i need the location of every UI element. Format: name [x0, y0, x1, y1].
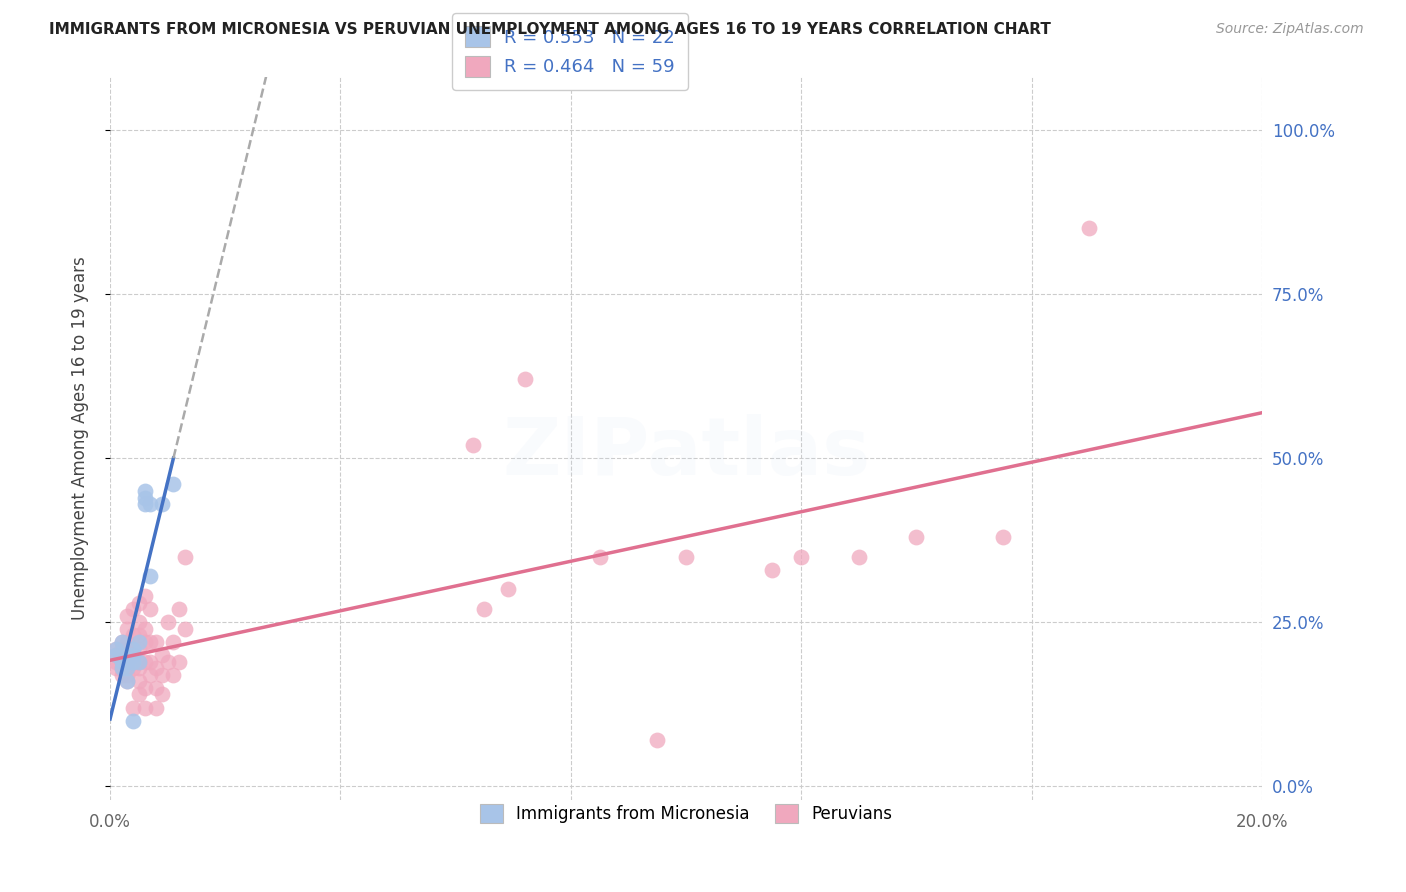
Point	[128, 641, 150, 656]
Point	[110, 668, 132, 682]
Point	[139, 635, 162, 649]
Point	[167, 602, 190, 616]
Point	[122, 661, 145, 675]
Point	[128, 655, 150, 669]
Point	[145, 681, 167, 695]
Point	[104, 661, 127, 675]
Point	[162, 477, 184, 491]
Point	[122, 602, 145, 616]
Point	[513, 372, 536, 386]
Point	[117, 635, 139, 649]
Point	[150, 648, 173, 662]
Point	[117, 608, 139, 623]
Point	[905, 530, 928, 544]
Point	[848, 549, 870, 564]
Point	[150, 497, 173, 511]
Point	[104, 648, 127, 662]
Point	[167, 655, 190, 669]
Point	[139, 497, 162, 511]
Point	[156, 615, 179, 630]
Point	[110, 635, 132, 649]
Point	[104, 641, 127, 656]
Point	[110, 635, 132, 649]
Text: Source: ZipAtlas.com: Source: ZipAtlas.com	[1216, 22, 1364, 37]
Point	[117, 674, 139, 689]
Point	[139, 655, 162, 669]
Point	[117, 648, 139, 662]
Point	[104, 648, 127, 662]
Point	[117, 648, 139, 662]
Point	[128, 635, 150, 649]
Point	[117, 661, 139, 675]
Point	[128, 674, 150, 689]
Point	[117, 661, 139, 675]
Point	[122, 641, 145, 656]
Point	[150, 668, 173, 682]
Point	[117, 668, 139, 682]
Point	[134, 497, 156, 511]
Point	[122, 628, 145, 642]
Point	[117, 655, 139, 669]
Point	[134, 655, 156, 669]
Point	[139, 602, 162, 616]
Point	[110, 661, 132, 675]
Point	[150, 688, 173, 702]
Point	[139, 569, 162, 583]
Point	[117, 674, 139, 689]
Y-axis label: Unemployment Among Ages 16 to 19 years: Unemployment Among Ages 16 to 19 years	[72, 257, 89, 620]
Point	[145, 661, 167, 675]
Point	[128, 688, 150, 702]
Point	[122, 655, 145, 669]
Point	[145, 635, 167, 649]
Point	[122, 700, 145, 714]
Point	[128, 655, 150, 669]
Point	[128, 615, 150, 630]
Point	[174, 622, 197, 636]
Point	[134, 491, 156, 505]
Legend: Immigrants from Micronesia, Peruvians: Immigrants from Micronesia, Peruvians	[468, 792, 904, 835]
Point	[122, 655, 145, 669]
Point	[110, 655, 132, 669]
Point	[134, 700, 156, 714]
Point	[162, 635, 184, 649]
Point	[134, 483, 156, 498]
Point	[110, 661, 132, 675]
Point	[110, 641, 132, 656]
Point	[110, 655, 132, 669]
Point	[134, 635, 156, 649]
Point	[128, 628, 150, 642]
Point	[128, 661, 150, 675]
Text: ZIPatlas: ZIPatlas	[502, 414, 870, 491]
Point	[461, 438, 484, 452]
Point	[134, 622, 156, 636]
Point	[104, 655, 127, 669]
Point	[134, 589, 156, 603]
Point	[645, 733, 668, 747]
Point	[104, 641, 127, 656]
Point	[122, 714, 145, 728]
Point	[588, 549, 610, 564]
Point	[122, 641, 145, 656]
Point	[139, 668, 162, 682]
Point	[122, 648, 145, 662]
Point	[790, 549, 813, 564]
Point	[128, 596, 150, 610]
Point	[761, 563, 783, 577]
Point	[474, 602, 496, 616]
Text: IMMIGRANTS FROM MICRONESIA VS PERUVIAN UNEMPLOYMENT AMONG AGES 16 TO 19 YEARS CO: IMMIGRANTS FROM MICRONESIA VS PERUVIAN U…	[49, 22, 1052, 37]
Point	[145, 700, 167, 714]
Point	[156, 655, 179, 669]
Point	[162, 668, 184, 682]
Point	[117, 655, 139, 669]
Point	[1078, 221, 1101, 235]
Point	[174, 549, 197, 564]
Point	[117, 622, 139, 636]
Point	[496, 582, 519, 597]
Point	[122, 648, 145, 662]
Point	[110, 648, 132, 662]
Point	[134, 681, 156, 695]
Point	[991, 530, 1014, 544]
Point	[675, 549, 697, 564]
